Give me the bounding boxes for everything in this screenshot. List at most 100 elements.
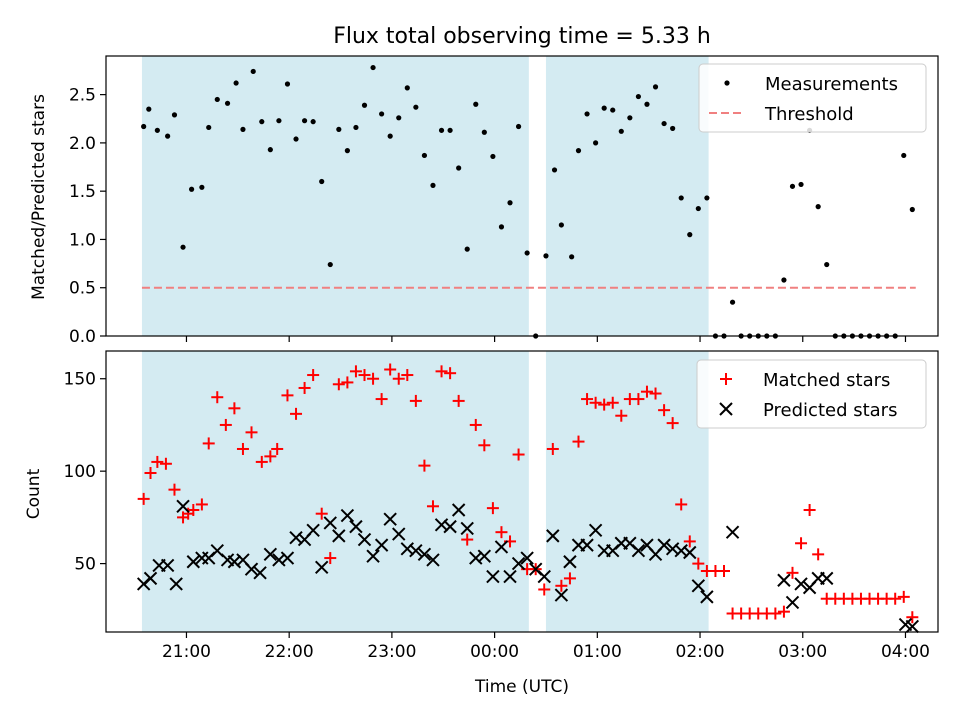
measurement-point	[687, 232, 693, 238]
measurement-point	[584, 111, 590, 117]
top-legend: Measurements Threshold	[698, 63, 927, 133]
bottom-plot-frame	[105, 350, 939, 633]
measurement-point	[214, 96, 220, 103]
predicted-stars-point	[905, 619, 920, 634]
measurement-point	[233, 80, 239, 86]
matched-stars-point	[195, 498, 208, 511]
legend-predicted-label: Predicted stars	[763, 400, 897, 421]
measurement-point	[824, 261, 830, 268]
observing-interval-2	[545, 56, 709, 336]
predicted-stars-point	[366, 549, 380, 563]
measurement-point	[250, 68, 256, 75]
predicted-stars-point	[349, 519, 363, 534]
predicted-stars-point	[511, 556, 526, 571]
bottom-ytick-label: 150	[64, 370, 96, 390]
predicted-stars-point	[244, 562, 259, 576]
matched-stars-point	[777, 605, 790, 618]
measurement-point	[310, 119, 316, 125]
matched-stars-point	[375, 393, 388, 406]
matched-stars-point	[444, 367, 457, 380]
measurement-point	[798, 181, 804, 188]
measurement-point	[670, 125, 676, 132]
matched-stars-point	[555, 579, 568, 592]
measurement-point	[901, 152, 907, 159]
measurement-point	[361, 102, 368, 108]
bottom-x-axis: 21:00 22:00 23:00 00:00 01:00 02:00 03:00 04:00	[162, 632, 930, 662]
top-ytick-label: 0.5	[69, 279, 96, 299]
measurement-point	[593, 140, 599, 146]
measurement-point	[644, 101, 650, 107]
measurement-point	[319, 178, 325, 185]
predicted-stars-point	[554, 588, 569, 602]
matched-stars-point	[632, 393, 645, 406]
top-legend-box	[698, 63, 927, 133]
measurement-point	[438, 127, 445, 133]
matched-stars-point	[228, 402, 241, 415]
predicted-stars-point	[374, 538, 389, 552]
matched-stars-point	[358, 369, 371, 382]
measurement-point	[421, 152, 428, 159]
observing-intervals-bottom	[141, 351, 709, 632]
measurement-point	[240, 126, 246, 132]
measurement-point	[490, 153, 496, 160]
measurement-point	[678, 195, 684, 201]
predicted-stars-point	[340, 508, 355, 523]
matched-stars-point	[606, 396, 619, 409]
measurement-point	[456, 165, 462, 171]
measurement-point	[259, 119, 265, 125]
measurement-point	[618, 128, 624, 134]
predicted-stars-point	[314, 560, 329, 575]
measurement-point	[396, 115, 402, 121]
matched-stars-point	[137, 492, 150, 505]
predicted-stars-point	[332, 529, 346, 543]
measurement-point	[601, 105, 607, 111]
bottom-legend-box	[696, 359, 927, 429]
matched-stars-point	[461, 533, 474, 546]
measurement-point	[909, 206, 915, 213]
predicted-stars-point	[253, 566, 267, 580]
measurement-point	[704, 195, 710, 201]
measurement-point	[481, 129, 487, 135]
matched-stars-point	[675, 498, 688, 511]
predicted-stars-point	[443, 519, 457, 534]
predicted-stars-point	[657, 538, 671, 552]
matched-stars-point	[392, 372, 405, 385]
measurement-point	[610, 107, 616, 113]
measurement-point	[789, 183, 796, 189]
measurement-point	[224, 100, 231, 106]
measurement-point	[404, 85, 410, 91]
measurement-point	[327, 261, 333, 268]
ratio-panel: 0.0 0.5 1.0 1.5 2.0 2.5 Matched/Predicted sta…	[29, 55, 939, 347]
predicted-stars-point	[794, 577, 808, 591]
measurement-point	[652, 84, 659, 90]
matched-stars-point	[658, 404, 671, 417]
top-ytick-label: 1.0	[69, 230, 96, 250]
measurement-point	[301, 118, 308, 124]
predicted-stars-point	[460, 521, 474, 536]
matched-stars-point	[409, 394, 422, 407]
measurement-point	[370, 64, 376, 71]
xtick-label: 00:00	[470, 642, 519, 662]
matched-stars-point	[307, 369, 320, 382]
measurement-point	[284, 81, 291, 87]
measurement-point	[206, 124, 212, 131]
bottom-y-axis-label: Count	[24, 468, 44, 519]
matched-stars-point	[897, 590, 910, 603]
measurement-point	[815, 204, 821, 210]
predicted-stars-point	[546, 529, 560, 543]
matched-stars-point	[683, 535, 696, 548]
matched-stars-point	[290, 407, 303, 420]
predicted-stars-point	[588, 523, 603, 538]
matched-stars-point	[640, 385, 653, 398]
measurement-point	[473, 101, 479, 107]
legend-measurements-label: Measurements	[765, 74, 898, 95]
predicted-stars-point	[323, 516, 337, 530]
measurement-point	[413, 104, 419, 110]
observing-interval-1	[141, 351, 529, 632]
legend-matched-marker	[720, 373, 732, 385]
predicted-stars-point	[520, 551, 534, 565]
predicted-stars-point	[777, 573, 791, 587]
top-plot-frame	[105, 55, 939, 337]
matched-stars-point	[271, 442, 284, 455]
predicted-stars-point	[494, 540, 509, 554]
